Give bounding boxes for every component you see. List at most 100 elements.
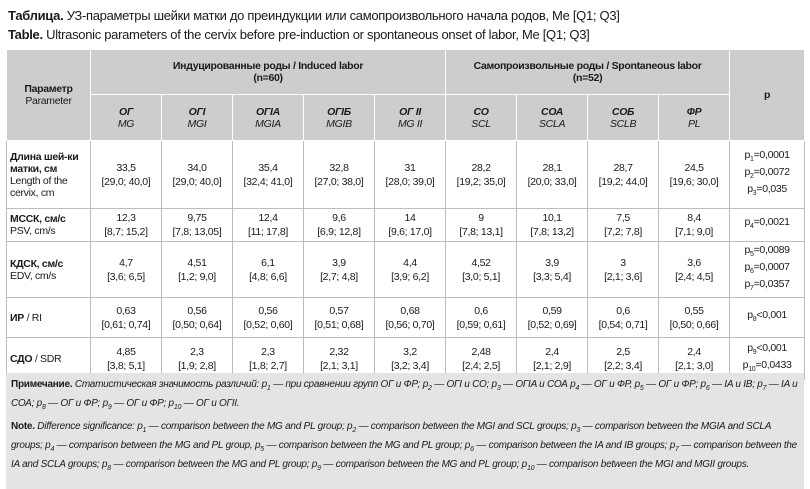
value-cell: 28,1 [20,0; 33,0] — [516, 140, 589, 209]
note-text: — IA и IB; p — [709, 379, 763, 390]
p-index: 9 — [752, 348, 757, 356]
p-value: p2=0,0072 — [733, 166, 801, 183]
value-cell: 24,5 [19,6; 30,0] — [658, 140, 731, 209]
iqr: [2,4; 4,5] — [675, 270, 714, 283]
iqr: [2,1; 3,1] — [320, 359, 358, 372]
note-text: — IA и СОА; p — [11, 379, 798, 409]
note-index: 4 — [575, 385, 580, 392]
p-number: =0,0021 — [753, 216, 790, 229]
note-text: — comparison between the MG and PL group… — [320, 459, 527, 470]
iqr: [2,1; 3,0] — [675, 359, 714, 372]
column-en: MGIB — [326, 117, 352, 130]
note-text: — comparison between the MGIA and SCLA g… — [11, 421, 771, 451]
iqr: [27,0; 38,0] — [314, 175, 364, 188]
group-n: (n=52) — [572, 72, 603, 84]
note-index: 1 — [142, 427, 147, 434]
row-name-en: PSV, cm/s — [10, 225, 56, 237]
median: 2,4 — [687, 345, 701, 358]
p-index: 4 — [749, 223, 754, 231]
row-name-ru: СДО — [10, 352, 33, 365]
p-index: 2 — [749, 173, 754, 181]
note-text: — comparison between the MGI and MGII gr… — [534, 459, 749, 470]
p-cell: p1=0,0001 p2=0,0072 p3=0,035 — [729, 140, 806, 209]
iqr: [2,7; 4,8] — [320, 270, 358, 283]
value-cell: 6,1 [4,8; 6,6] — [232, 240, 304, 299]
iqr: [7,1; 9,0] — [675, 226, 714, 238]
p-number: <0,001 — [756, 309, 787, 322]
column-en: MG II — [397, 117, 423, 130]
note-index: 6 — [470, 446, 474, 453]
iqr: [9,6; 17,0] — [388, 226, 432, 238]
row-name-en: / SDR — [32, 352, 62, 365]
median: 31 — [404, 161, 416, 174]
param-header: Параметр Parameter — [6, 49, 91, 141]
row-name: ИР / RI — [6, 297, 91, 339]
note-text: — comparison between the MG and PL group… — [263, 440, 471, 451]
column-ru: ОГ II — [399, 105, 421, 118]
row-name: МССК, см/с PSV, cm/s — [6, 208, 91, 242]
column-header: ОГI MGI — [161, 94, 233, 141]
median: 28,1 — [542, 161, 562, 174]
row-name-ru: КДСК, см/с — [10, 257, 64, 270]
param-header-ru: Параметр — [24, 83, 73, 95]
data-table: Параметр Parameter Индуцированные роды / I… — [6, 49, 806, 381]
p-value: p4=0,0021 — [733, 216, 801, 233]
p-header: p — [729, 49, 806, 141]
note-text: — при сравнении групп ОГ и ФР; p — [270, 379, 429, 390]
iqr: [7,8; 13,1] — [459, 226, 503, 238]
note-index: 1 — [266, 385, 271, 392]
iqr: [2,2; 3,4] — [604, 359, 642, 372]
column-ru: СОА — [541, 105, 564, 118]
row-name-en: Length of the cervix, cm — [10, 174, 68, 199]
iqr: [19,6; 30,0] — [669, 175, 719, 188]
p-number: =0,0433 — [755, 358, 792, 371]
column-ru: ОГIБ — [327, 105, 351, 118]
row-name-en: / RI — [23, 311, 42, 324]
median: 4,51 — [187, 256, 207, 269]
median: 8,4 — [687, 212, 701, 224]
note-text: — ОГIA и СОА p — [500, 379, 576, 390]
column-header: СОА SCLA — [516, 94, 589, 141]
data-row: КДСК, см/с EDV, cm/s 4,7 [3,6; 6,5] 4,51 [1,2… — [6, 240, 806, 299]
row-name: КДСК, см/с EDV, cm/s — [6, 240, 91, 299]
median: 0,6 — [474, 304, 488, 317]
note: Note. Difference significance: p1 — comp… — [11, 419, 799, 476]
value-cell: 3,9 [2,7; 4,8] — [303, 240, 375, 299]
subheader-row: ОГ MG ОГI MGI ОГIA MGIA ОГIБ MGIB ОГ II MG II СО SC… — [7, 94, 805, 141]
iqr: [19,2; 35,0] — [456, 175, 506, 188]
median: 28,7 — [613, 161, 633, 174]
value-cell: 0,56 [0,50; 0,64] — [161, 297, 233, 339]
column-en: PL — [687, 117, 701, 130]
note-index: 6 — [705, 385, 710, 392]
data-row: ИР / RI 0,63 [0,61; 0,74] 0,56 [0,50; 0,64] 0… — [6, 297, 806, 339]
row-name-ru: МССК, см/с — [10, 213, 66, 225]
header-row: Параметр Parameter Индуцированные роды / I… — [6, 49, 806, 141]
p-number: =0,035 — [756, 183, 787, 196]
data-row: Длина шей-ки матки, см Length of the cerv… — [6, 140, 806, 209]
value-cell: 28,2 [19,2; 35,0] — [445, 140, 518, 209]
note-index: 2 — [352, 427, 356, 434]
median: 3,9 — [545, 256, 559, 269]
median: 10,1 — [542, 212, 562, 224]
note-text: — ОГ и ФР, p — [579, 379, 641, 390]
median: 0,56 — [187, 304, 207, 317]
iqr: [28,0; 39,0] — [385, 175, 435, 188]
iqr: [29,0; 40,0] — [101, 175, 151, 188]
note-text: — comparison between the MG and PL group… — [54, 440, 261, 451]
p-symbol: p — [744, 148, 750, 161]
value-cell: 4,7 [3,6; 6,5] — [90, 240, 162, 299]
p-index: 1 — [749, 155, 754, 163]
p-symbol: p — [747, 309, 753, 322]
note-text: — comparison between the MGI and SCL gro… — [356, 421, 577, 432]
value-cell: 0,6 [0,54; 0,71] — [587, 297, 660, 339]
note-index: 8 — [107, 465, 111, 472]
p-symbol: p — [744, 165, 750, 178]
p-value: p10=0,0433 — [733, 359, 801, 376]
median: 0,68 — [400, 304, 420, 317]
column-ru: ОГI — [188, 105, 206, 118]
p-value: p7=0,0357 — [733, 278, 801, 295]
median: 3 — [620, 256, 626, 269]
iqr: [0,50; 0,66] — [669, 318, 719, 331]
value-cell: 0,55 [0,50; 0,66] — [658, 297, 731, 339]
value-cell: 0,57 [0,51; 0,68] — [303, 297, 375, 339]
